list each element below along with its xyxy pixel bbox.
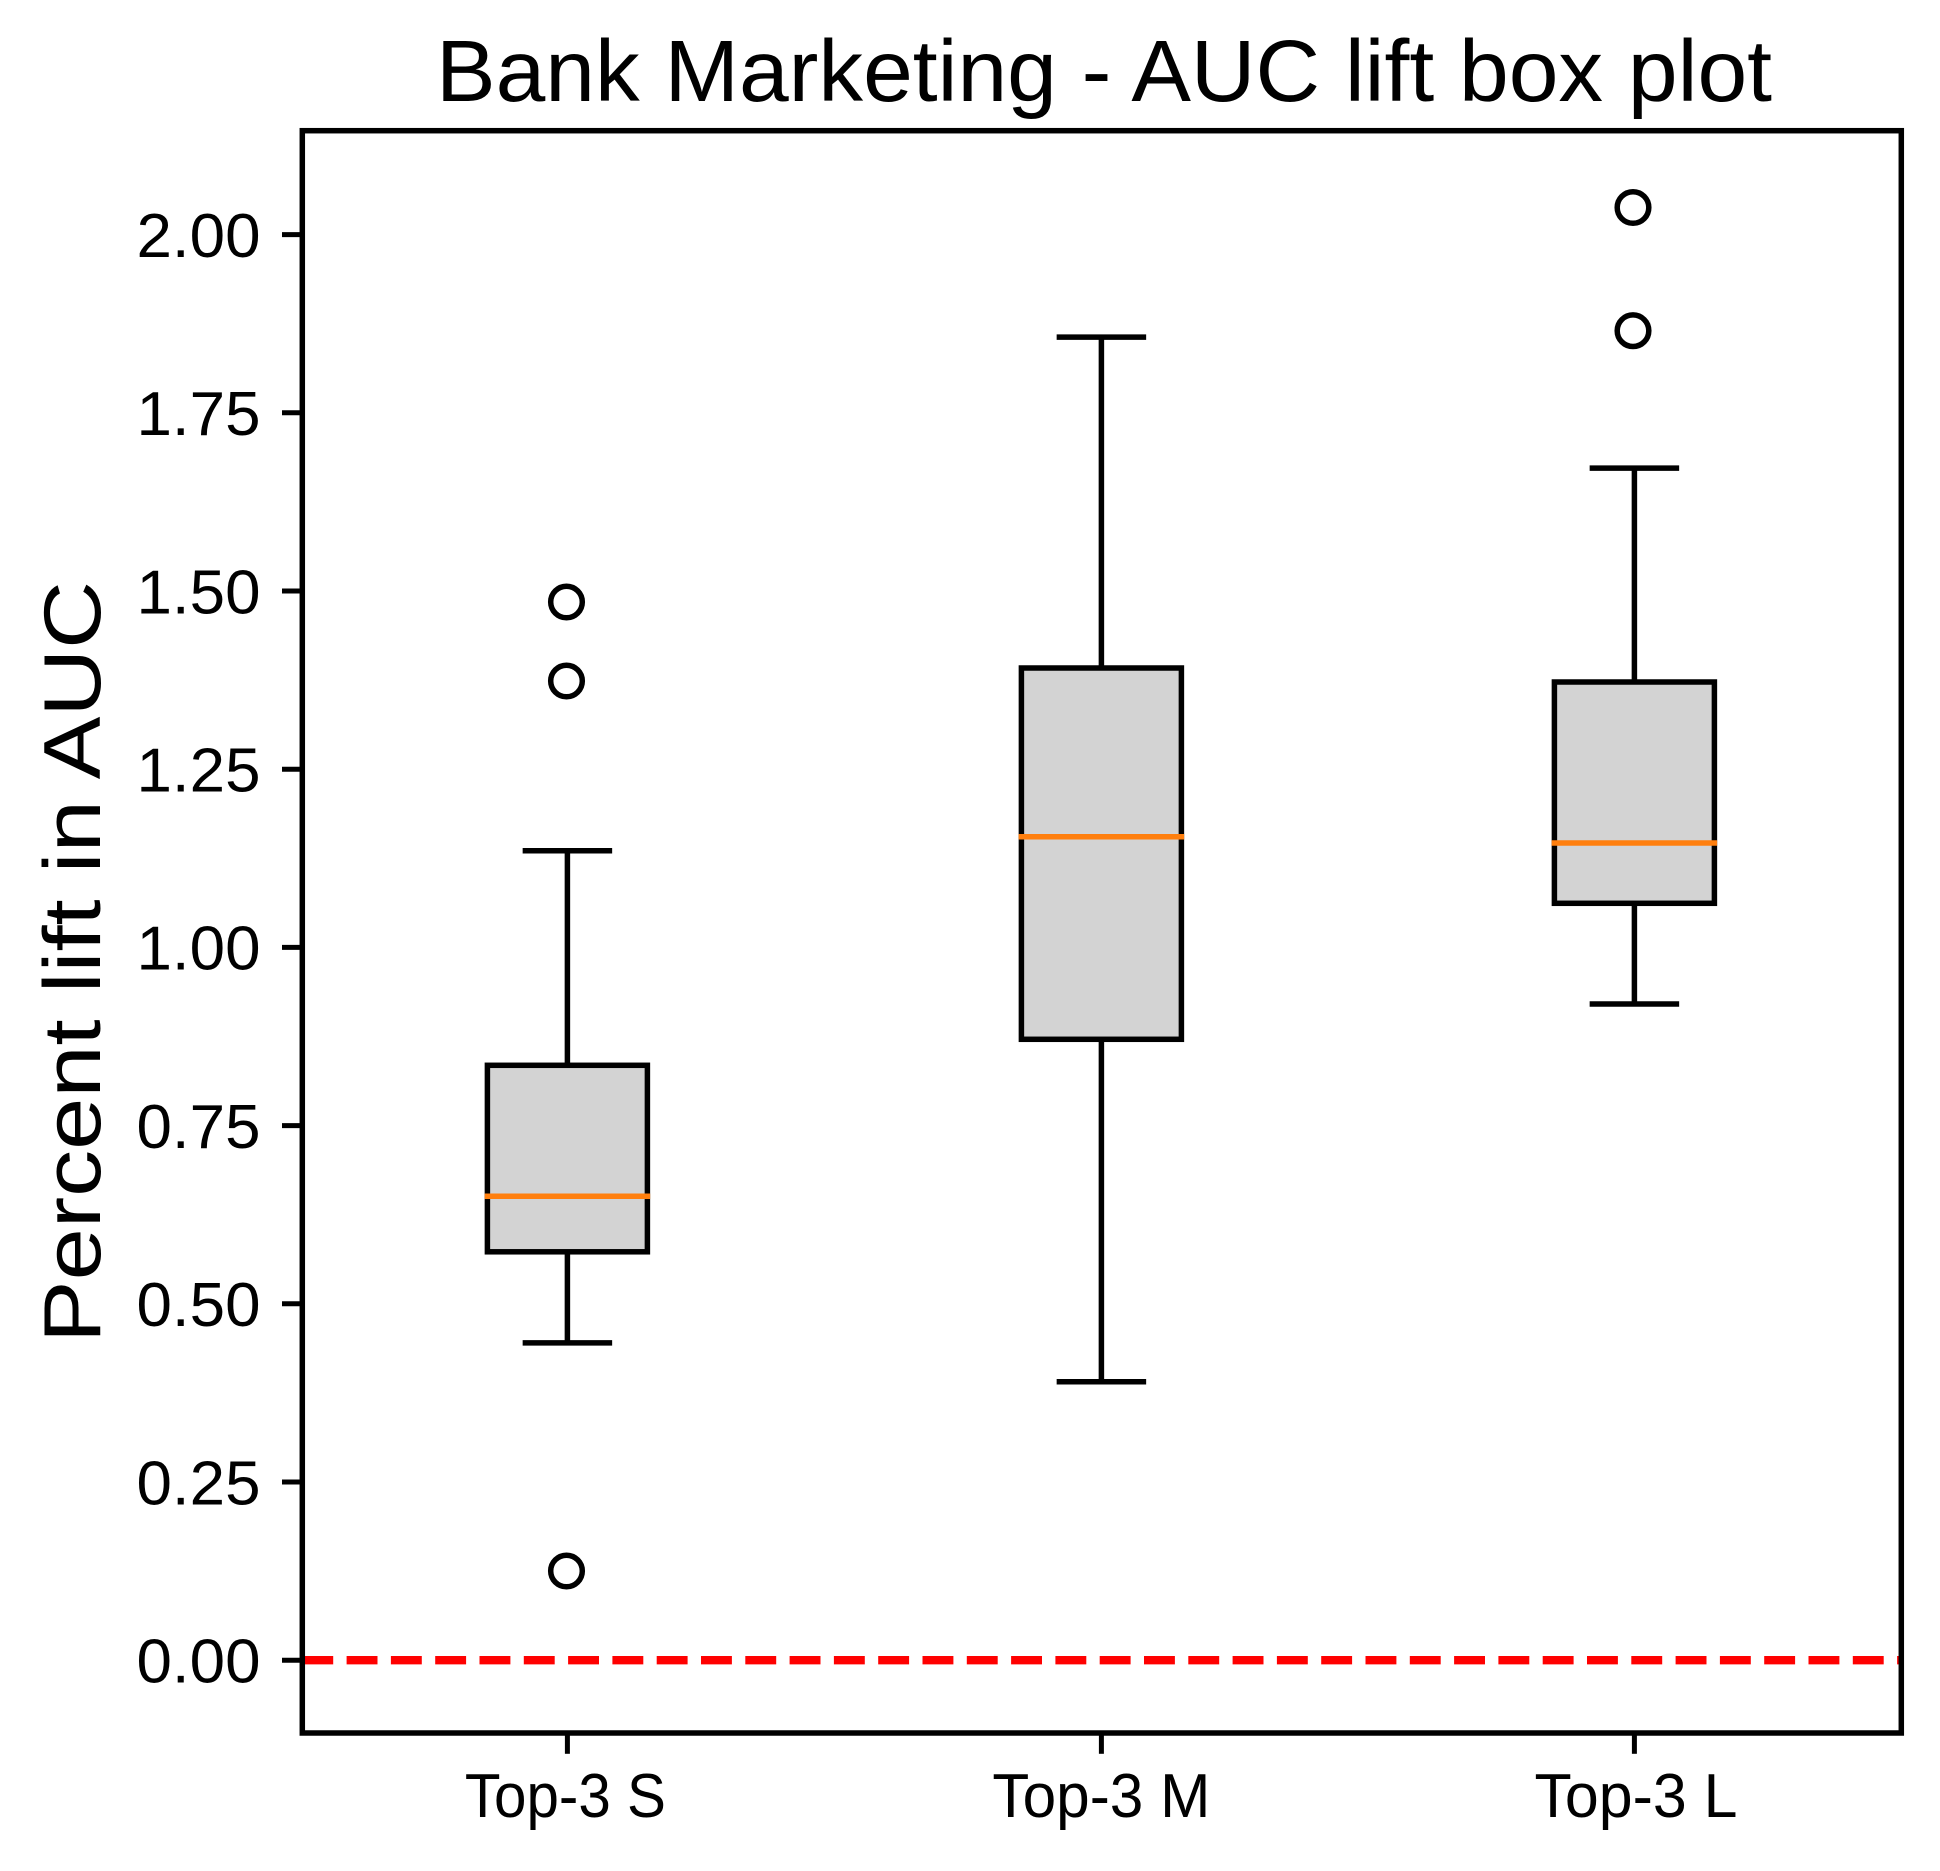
svg-text:1.50: 1.50 [137, 558, 261, 627]
svg-text:1.00: 1.00 [137, 915, 261, 984]
svg-text:0.75: 0.75 [137, 1093, 261, 1162]
svg-text:1.25: 1.25 [137, 737, 261, 806]
svg-text:Top-3 L: Top-3 L [1535, 1762, 1738, 1831]
svg-text:Top-3 S: Top-3 S [465, 1762, 666, 1831]
svg-text:0.00: 0.00 [137, 1628, 261, 1697]
svg-text:0.25: 0.25 [137, 1449, 261, 1518]
svg-text:0.50: 0.50 [137, 1271, 261, 1340]
svg-text:Percent lift in AUC: Percent lift in AUC [28, 581, 118, 1343]
svg-text:2.00: 2.00 [137, 202, 261, 271]
svg-text:Top-3 M: Top-3 M [992, 1762, 1210, 1831]
svg-text:1.75: 1.75 [137, 380, 261, 449]
svg-text:Bank Marketing - AUC lift box: Bank Marketing - AUC lift box plot [436, 23, 1772, 120]
